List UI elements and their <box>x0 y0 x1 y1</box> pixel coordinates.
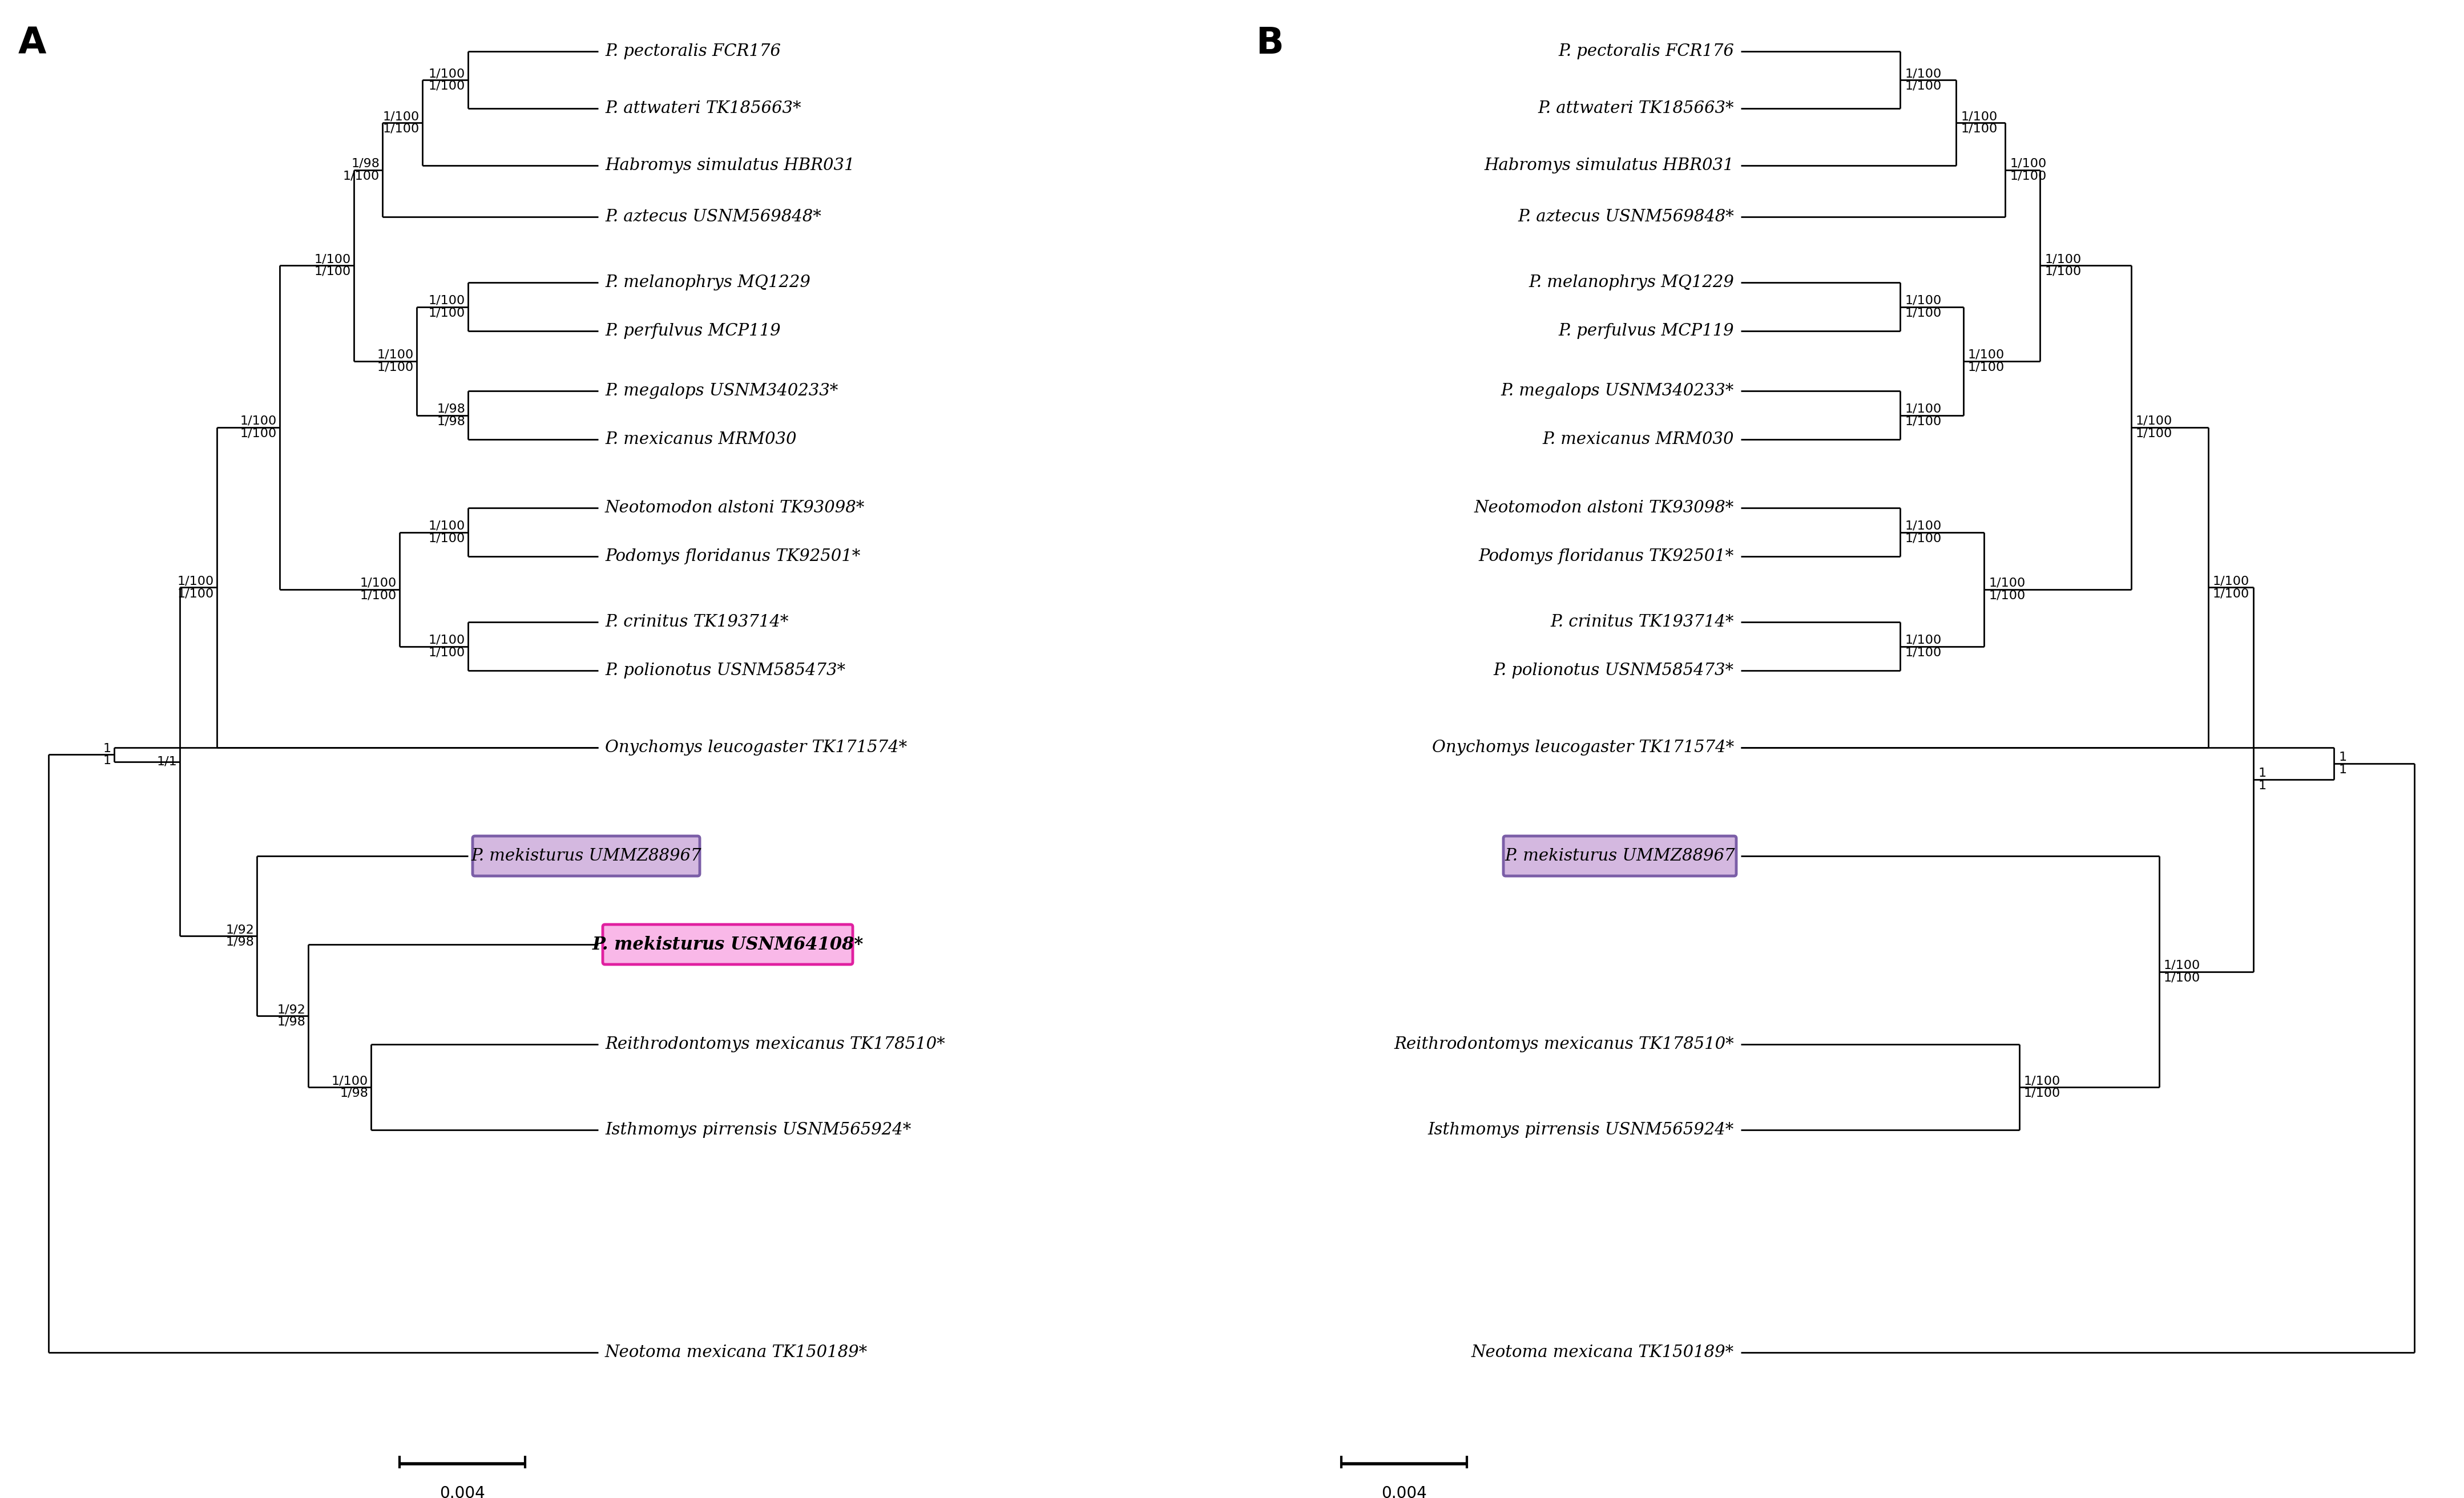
Text: Neotomodon alstoni TK93098*: Neotomodon alstoni TK93098* <box>1473 500 1735 515</box>
Text: Neotoma mexicana TK150189*: Neotoma mexicana TK150189* <box>1471 1345 1735 1360</box>
Text: A: A <box>17 25 47 61</box>
Text: P. crinitus TK193714*: P. crinitus TK193714* <box>1550 614 1735 631</box>
FancyBboxPatch shape <box>604 924 853 965</box>
Text: 1/92
1/98: 1/92 1/98 <box>276 1004 306 1028</box>
Text: 1/100
1/100: 1/100 1/100 <box>377 349 414 373</box>
Text: 1/100
1/100: 1/100 1/100 <box>2163 960 2200 983</box>
Text: 1/100
1/100: 1/100 1/100 <box>1961 111 1998 135</box>
Text: 1/100
1/100: 1/100 1/100 <box>315 253 350 277</box>
Text: P. melanophrys MQ1229: P. melanophrys MQ1229 <box>1528 274 1735 291</box>
Text: P. perfulvus MCP119: P. perfulvus MCP119 <box>1557 324 1735 339</box>
Text: Isthmomys pirrensis USNM565924*: Isthmomys pirrensis USNM565924* <box>606 1122 912 1138</box>
Text: 0.004: 0.004 <box>1382 1486 1427 1498</box>
Text: 1/98
1/98: 1/98 1/98 <box>436 403 466 427</box>
Text: 1/100
1/100: 1/100 1/100 <box>1905 295 1942 319</box>
Text: 1/100
1/100: 1/100 1/100 <box>1988 577 2025 601</box>
Text: Neotoma mexicana TK150189*: Neotoma mexicana TK150189* <box>606 1345 867 1360</box>
Text: P. polionotus USNM585473*: P. polionotus USNM585473* <box>1493 662 1735 679</box>
Text: P. attwateri TK185663*: P. attwateri TK185663* <box>1538 100 1735 117</box>
Text: 1/100
1/100: 1/100 1/100 <box>429 67 466 91</box>
Text: Onychomys leucogaster TK171574*: Onychomys leucogaster TK171574* <box>1432 740 1735 755</box>
Text: P. perfulvus MCP119: P. perfulvus MCP119 <box>606 324 781 339</box>
Text: P. megalops USNM340233*: P. megalops USNM340233* <box>606 383 838 398</box>
Text: P. polionotus USNM585473*: P. polionotus USNM585473* <box>606 662 845 679</box>
Text: P. mexicanus MRM030: P. mexicanus MRM030 <box>1542 431 1735 448</box>
FancyBboxPatch shape <box>473 836 700 876</box>
Text: 1/100
1/100: 1/100 1/100 <box>1905 403 1942 427</box>
Text: 1/100
1/100: 1/100 1/100 <box>2023 1076 2060 1100</box>
Text: 1/100
1/98: 1/100 1/98 <box>333 1076 367 1100</box>
Text: Reithrodontomys mexicanus TK178510*: Reithrodontomys mexicanus TK178510* <box>606 1037 946 1052</box>
Text: 1/92
1/98: 1/92 1/98 <box>227 924 254 948</box>
Text: 1/100
1/100: 1/100 1/100 <box>2011 157 2048 181</box>
Text: P. pectoralis FCR176: P. pectoralis FCR176 <box>1557 43 1735 60</box>
FancyBboxPatch shape <box>1503 836 1737 876</box>
Text: Habromys simulatus HBR031: Habromys simulatus HBR031 <box>606 157 855 174</box>
Text: P. pectoralis FCR176: P. pectoralis FCR176 <box>606 43 781 60</box>
Text: Podomys floridanus TK92501*: Podomys floridanus TK92501* <box>1478 548 1735 565</box>
Text: P. aztecus USNM569848*: P. aztecus USNM569848* <box>606 208 821 225</box>
Text: Podomys floridanus TK92501*: Podomys floridanus TK92501* <box>606 548 860 565</box>
Text: P. mexicanus MRM030: P. mexicanus MRM030 <box>606 431 796 448</box>
Text: Onychomys leucogaster TK171574*: Onychomys leucogaster TK171574* <box>606 740 907 755</box>
Text: P. mekisturus UMMZ88967: P. mekisturus UMMZ88967 <box>1506 848 1735 864</box>
Text: B: B <box>1257 25 1284 61</box>
Text: 1/100
1/100: 1/100 1/100 <box>1905 635 1942 658</box>
Text: 1/100
1/100: 1/100 1/100 <box>239 415 276 439</box>
Text: 1
1: 1 1 <box>2257 767 2267 791</box>
Text: 1
1: 1 1 <box>103 743 111 767</box>
Text: P. crinitus TK193714*: P. crinitus TK193714* <box>606 614 788 631</box>
Text: Habromys simulatus HBR031: Habromys simulatus HBR031 <box>1483 157 1735 174</box>
Text: 1/100
1/100: 1/100 1/100 <box>429 520 466 544</box>
Text: Neotomodon alstoni TK93098*: Neotomodon alstoni TK93098* <box>606 500 865 515</box>
Text: Isthmomys pirrensis USNM565924*: Isthmomys pirrensis USNM565924* <box>1427 1122 1735 1138</box>
Text: 1/100
1/100: 1/100 1/100 <box>429 635 466 658</box>
Text: 1/100
1/100: 1/100 1/100 <box>2136 415 2173 439</box>
Text: 1/98
1/100: 1/98 1/100 <box>342 157 379 181</box>
Text: P. melanophrys MQ1229: P. melanophrys MQ1229 <box>606 274 811 291</box>
Text: Reithrodontomys mexicanus TK178510*: Reithrodontomys mexicanus TK178510* <box>1395 1037 1735 1052</box>
Text: 1/100
1/100: 1/100 1/100 <box>177 575 214 599</box>
Text: 1/100
1/100: 1/100 1/100 <box>1905 67 1942 91</box>
Text: 1
1: 1 1 <box>2338 752 2346 776</box>
Text: P. mekisturus USNM64108*: P. mekisturus USNM64108* <box>591 936 862 953</box>
Text: P. aztecus USNM569848*: P. aztecus USNM569848* <box>1518 208 1735 225</box>
Text: 1/100
1/100: 1/100 1/100 <box>2045 253 2082 277</box>
Text: 1/100
1/100: 1/100 1/100 <box>2213 575 2250 599</box>
Text: P. attwateri TK185663*: P. attwateri TK185663* <box>606 100 801 117</box>
Text: 1/100
1/100: 1/100 1/100 <box>382 111 419 135</box>
Text: 1/1: 1/1 <box>158 756 177 767</box>
Text: 1/100
1/100: 1/100 1/100 <box>1905 520 1942 544</box>
Text: 1/100
1/100: 1/100 1/100 <box>360 577 397 601</box>
Text: 0.004: 0.004 <box>439 1486 485 1498</box>
Text: 1/100
1/100: 1/100 1/100 <box>1969 349 2006 373</box>
Text: 1/100
1/100: 1/100 1/100 <box>429 295 466 319</box>
Text: P. mekisturus UMMZ88967: P. mekisturus UMMZ88967 <box>471 848 702 864</box>
Text: P. megalops USNM340233*: P. megalops USNM340233* <box>1501 383 1735 398</box>
